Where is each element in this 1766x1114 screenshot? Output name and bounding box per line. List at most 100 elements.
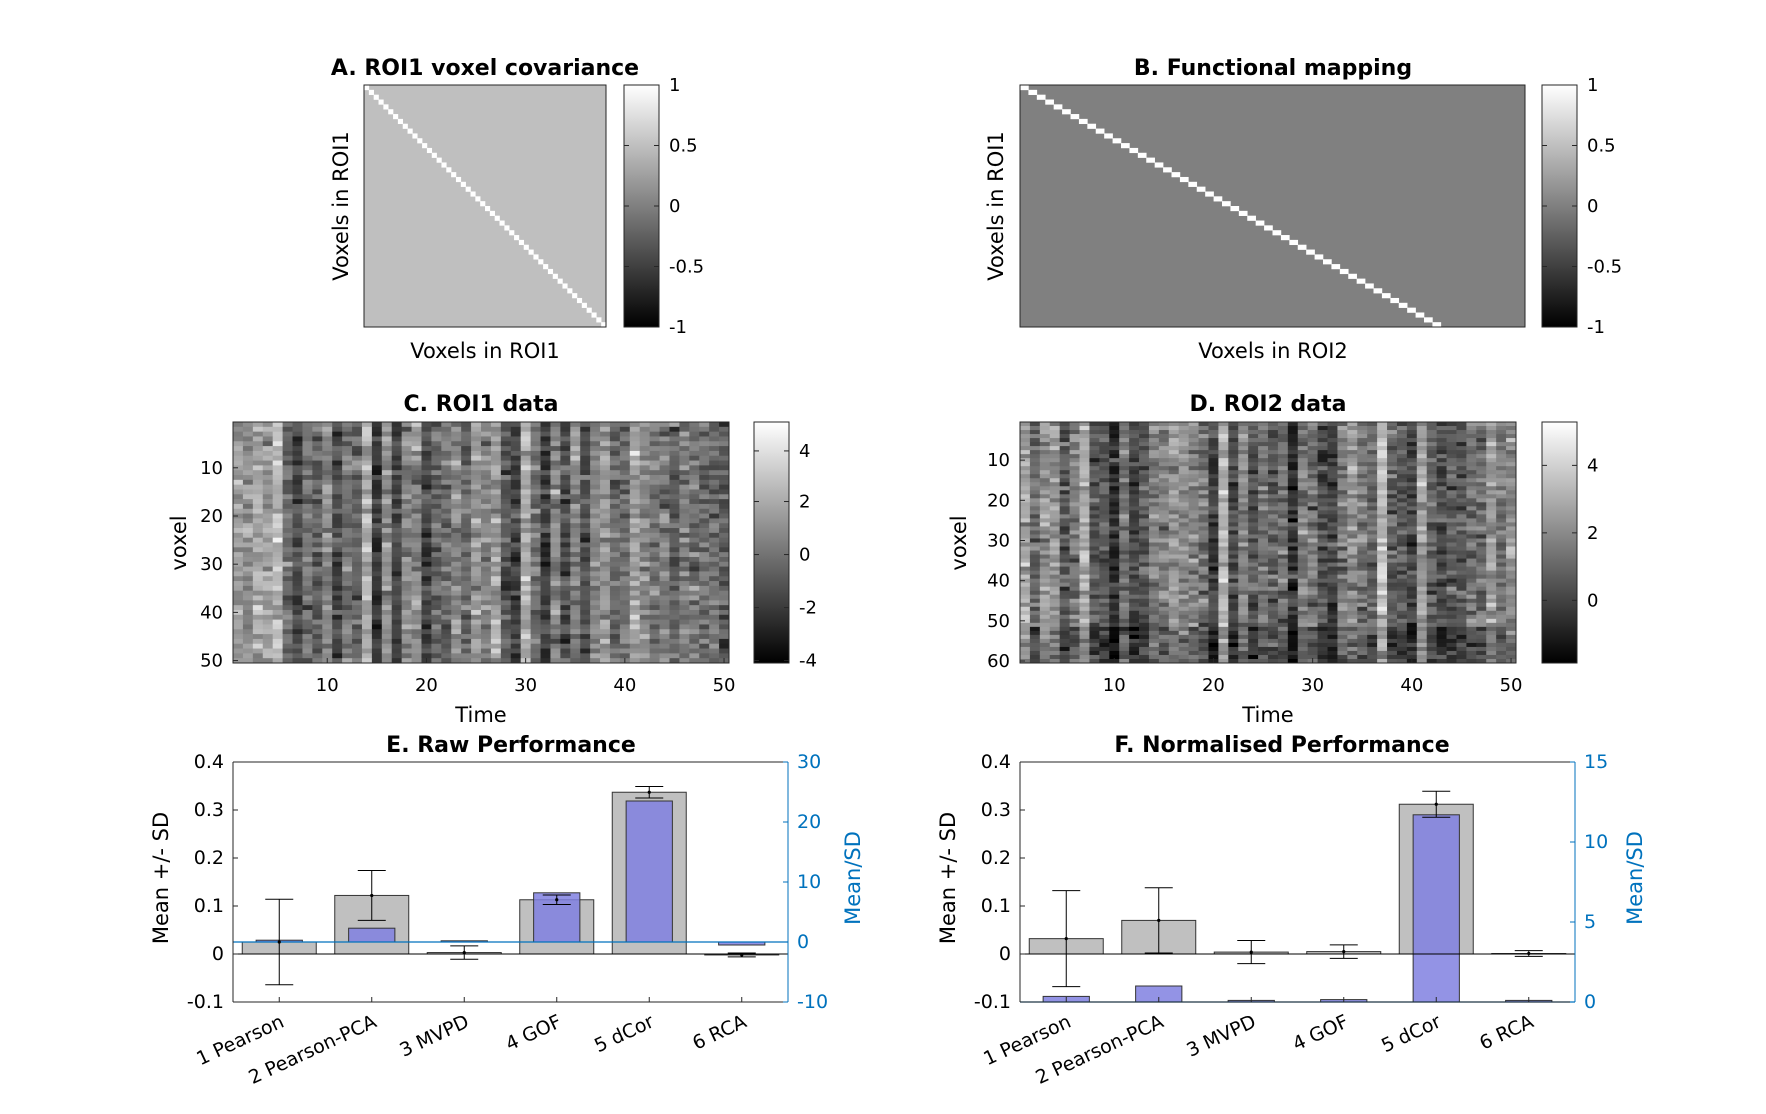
- heatmap-cell: [560, 547, 571, 553]
- heatmap-cell: [1466, 526, 1477, 531]
- heatmap-cell: [1367, 486, 1378, 491]
- diagonal-cell: [499, 220, 505, 226]
- heatmap-cell: [421, 503, 432, 510]
- heatmap-cell: [600, 508, 611, 514]
- heatmap-cell: [709, 489, 720, 495]
- heatmap-cell: [1476, 566, 1487, 572]
- heatmap-cell: [1456, 466, 1467, 471]
- heatmap-cell: [1287, 582, 1299, 588]
- heatmap-cell: [1049, 594, 1061, 600]
- heatmap-cell: [1347, 570, 1358, 576]
- diagonal-cell: [1213, 196, 1223, 202]
- heatmap-cell: [262, 556, 274, 563]
- heatmap-cell: [550, 537, 561, 543]
- heatmap-cell: [252, 499, 264, 505]
- heatmap-cell: [481, 619, 492, 625]
- heatmap-cell: [1119, 594, 1130, 600]
- heatmap-cell: [1506, 534, 1517, 539]
- heatmap-cell: [1406, 450, 1418, 455]
- heatmap-cell: [540, 581, 551, 587]
- heatmap-cell: [1119, 494, 1130, 499]
- heatmap-cell: [361, 590, 373, 596]
- heatmap-cell: [451, 590, 462, 596]
- heatmap-cell: [1367, 494, 1378, 499]
- heatmap-cell: [1069, 498, 1080, 503]
- heatmap-cell: [1377, 506, 1388, 511]
- heatmap-cell: [411, 489, 422, 495]
- heatmap-cell: [689, 436, 700, 442]
- heatmap-cell: [1337, 522, 1348, 527]
- heatmap-cell: [540, 595, 551, 601]
- heatmap-cell: [312, 605, 323, 611]
- heatmap-cell: [669, 431, 680, 437]
- heatmap-cell: [371, 542, 383, 548]
- heatmap-cell: [1327, 502, 1338, 507]
- heatmap-cell: [600, 503, 611, 510]
- heatmap-cell: [371, 422, 383, 428]
- heatmap-cell: [1357, 510, 1368, 515]
- heatmap-cell: [659, 436, 670, 442]
- heatmap-cell: [490, 595, 502, 601]
- heatmap-cell: [530, 489, 541, 495]
- diagonal-cell: [1045, 99, 1054, 105]
- heatmap-cell: [441, 653, 452, 659]
- heatmap-cell: [1446, 562, 1457, 567]
- heatmap-cell: [1029, 466, 1041, 471]
- heatmap-cell: [590, 508, 601, 514]
- heatmap-cell: [411, 528, 422, 534]
- heatmap-cell: [1268, 458, 1279, 463]
- heatmap-cell: [481, 455, 492, 461]
- heatmap-cell: [1307, 554, 1318, 559]
- heatmap-cell: [1476, 506, 1487, 511]
- heatmap-cell: [391, 465, 403, 471]
- diagonal-cell: [1297, 244, 1307, 250]
- heatmap-cell: [629, 436, 641, 442]
- heatmap-cell: [272, 460, 283, 466]
- heatmap-cell: [699, 441, 710, 447]
- heatmap-cell: [1119, 574, 1130, 580]
- heatmap-cell: [550, 600, 561, 606]
- heatmap-cell: [520, 605, 531, 611]
- heatmap-cell: [322, 494, 333, 500]
- heatmap-cell: [1099, 450, 1110, 455]
- heatmap-cell: [352, 455, 363, 461]
- heatmap-cell: [520, 479, 531, 486]
- heatmap-cell: [1426, 574, 1438, 580]
- heatmap-cell: [1020, 454, 1031, 459]
- heatmap-cell: [1059, 542, 1070, 547]
- heatmap-cell: [580, 450, 591, 457]
- heatmap-cell: [1287, 554, 1299, 559]
- heatmap-cell: [719, 479, 730, 486]
- heatmap-cell: [262, 643, 274, 649]
- heatmap-cell: [1426, 534, 1438, 539]
- heatmap-cell: [510, 638, 522, 645]
- heatmap-cell: [1069, 442, 1080, 447]
- heatmap-cell: [1317, 458, 1328, 463]
- heatmap-cell: [590, 619, 601, 625]
- heatmap-cell: [570, 484, 581, 490]
- heatmap-cell: [1029, 514, 1041, 519]
- heatmap-cell: [1396, 522, 1408, 527]
- heatmap-cell: [669, 634, 680, 640]
- heatmap-cell: [609, 638, 621, 645]
- heatmap-cell: [1218, 566, 1229, 572]
- heatmap-cell: [451, 614, 462, 621]
- heatmap-cell: [1238, 586, 1249, 592]
- heatmap-cell: [709, 484, 720, 490]
- heatmap-cell: [600, 624, 611, 630]
- heatmap-cell: [391, 455, 403, 461]
- heatmap-cell: [421, 513, 432, 519]
- heatmap-cell: [471, 600, 482, 606]
- heatmap-cell: [1327, 434, 1338, 439]
- heatmap-cell: [361, 638, 373, 645]
- heatmap-cell: [252, 585, 264, 592]
- heatmap-cell: [530, 605, 541, 611]
- heatmap-cell: [530, 455, 541, 461]
- heatmap-cell: [649, 484, 660, 490]
- heatmap-cell: [1099, 594, 1110, 600]
- heatmap-cell: [292, 508, 303, 514]
- heatmap-cell: [510, 634, 522, 640]
- heatmap-cell: [520, 552, 531, 558]
- heatmap-cell: [1188, 474, 1199, 479]
- heatmap-cell: [1029, 582, 1041, 588]
